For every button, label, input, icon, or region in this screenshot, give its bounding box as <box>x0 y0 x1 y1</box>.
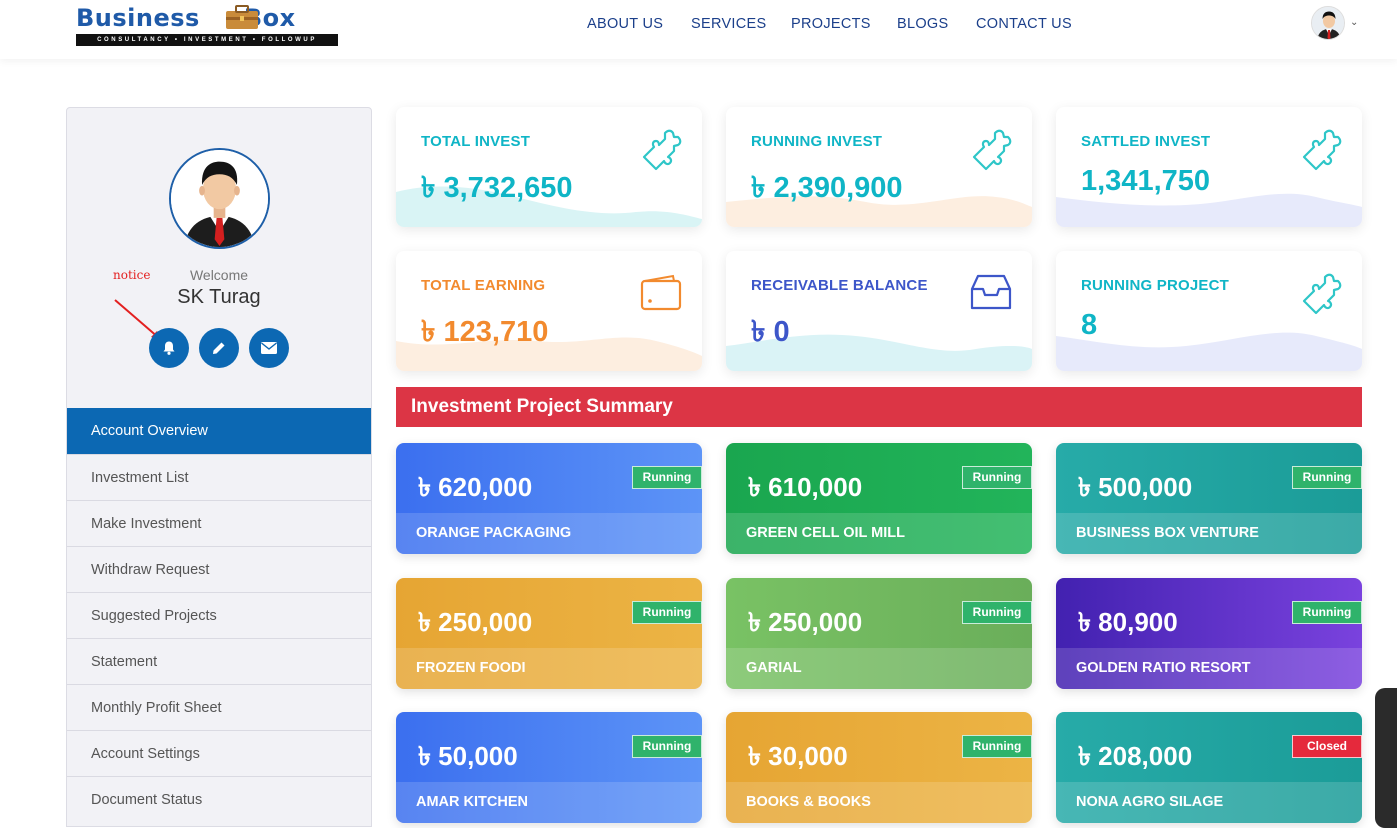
puzzle-icon <box>1302 273 1342 315</box>
stat-card-sattled-invest: SATTLED INVEST 1,341,750 <box>1056 107 1362 227</box>
notice-annotation: notice <box>113 268 151 282</box>
brand-logo[interactable]: Business Box CONSULTANCY • INVESTMENT • F… <box>76 4 338 46</box>
sidebar: notice Welcome SK Turag Account Overvi <box>66 107 372 827</box>
stat-value: ৳ 123,710 <box>421 316 549 348</box>
sidebar-item-document-status[interactable]: Document Status <box>67 776 371 822</box>
pencil-icon <box>213 341 226 354</box>
project-card-green-cell-oil-mill[interactable]: ৳ 610,000 Running GREEN CELL OIL MILL <box>726 443 1032 554</box>
stat-label: RUNNING INVEST <box>751 133 883 150</box>
stat-label: SATTLED INVEST <box>1081 133 1211 150</box>
status-badge: Running <box>1292 601 1362 624</box>
stat-label: TOTAL INVEST <box>421 133 531 150</box>
project-card-business-box-venture[interactable]: ৳ 500,000 Running BUSINESS BOX VENTURE <box>1056 443 1362 554</box>
project-amount: ৳ 50,000 <box>418 741 518 771</box>
project-card-amar-kitchen[interactable]: ৳ 50,000 Running AMAR KITCHEN <box>396 712 702 823</box>
nav-blogs[interactable]: BLOGS <box>897 16 949 32</box>
project-name: GREEN CELL OIL MILL <box>726 513 1032 554</box>
status-badge: Running <box>962 466 1032 489</box>
wallet-icon <box>640 274 682 311</box>
stat-label: RECEIVABLE BALANCE <box>751 277 928 294</box>
stat-value: ৳ 2,390,900 <box>751 172 903 204</box>
nav-services[interactable]: SERVICES <box>691 16 767 32</box>
project-name: NONA AGRO SILAGE <box>1056 782 1362 823</box>
avatar-icon <box>1312 7 1344 39</box>
user-portrait-icon <box>171 150 268 247</box>
profile-actions <box>149 328 291 368</box>
nav-contact-us[interactable]: CONTACT US <box>976 16 1072 32</box>
project-amount: ৳ 500,000 <box>1078 472 1193 502</box>
chevron-down-icon[interactable]: ⌄ <box>1350 17 1359 28</box>
nav-about-us[interactable]: ABOUT US <box>587 16 664 32</box>
status-badge: Running <box>632 601 702 624</box>
sidebar-item-monthly-profit-sheet[interactable]: Monthly Profit Sheet <box>67 684 371 730</box>
sidebar-item-account-overview[interactable]: Account Overview <box>67 408 371 454</box>
status-badge: Closed <box>1292 735 1362 758</box>
sidebar-item-investment-list[interactable]: Investment List <box>67 454 371 500</box>
status-badge: Running <box>632 735 702 758</box>
sidebar-item-make-investment[interactable]: Make Investment <box>67 500 371 546</box>
stat-value: ৳ 0 <box>751 316 790 348</box>
sidebar-item-withdraw-request[interactable]: Withdraw Request <box>67 546 371 592</box>
puzzle-icon <box>642 129 682 171</box>
sidebar-menu: Account Overview Investment List Make In… <box>67 408 371 822</box>
floating-widget[interactable] <box>1375 688 1397 828</box>
top-header: Business Box CONSULTANCY • INVESTMENT • F… <box>0 0 1397 59</box>
brand-tagline: CONSULTANCY • INVESTMENT • FOLLOWUP <box>76 34 338 46</box>
stat-value: 8 <box>1081 309 1098 341</box>
project-name: GOLDEN RATIO RESORT <box>1056 648 1362 689</box>
puzzle-icon <box>972 129 1012 171</box>
project-card-orange-packaging[interactable]: ৳ 620,000 Running ORANGE PACKAGING <box>396 443 702 554</box>
sidebar-item-suggested-projects[interactable]: Suggested Projects <box>67 592 371 638</box>
project-card-books-and-books[interactable]: ৳ 30,000 Running BOOKS & BOOKS <box>726 712 1032 823</box>
message-button[interactable] <box>249 328 289 368</box>
project-amount: ৳ 610,000 <box>748 472 863 502</box>
project-name: FROZEN FOODI <box>396 648 702 689</box>
brand-name-left: Business <box>76 4 200 32</box>
project-amount: ৳ 620,000 <box>418 472 533 502</box>
envelope-icon <box>261 342 277 354</box>
stat-card-receivable-balance: RECEIVABLE BALANCE ৳ 0 <box>726 251 1032 371</box>
inbox-icon <box>970 274 1012 310</box>
notification-button[interactable] <box>149 328 189 368</box>
stat-card-running-invest: RUNNING INVEST ৳ 2,390,900 <box>726 107 1032 227</box>
sidebar-item-account-settings[interactable]: Account Settings <box>67 730 371 776</box>
project-name: GARIAL <box>726 648 1032 689</box>
project-name: ORANGE PACKAGING <box>396 513 702 554</box>
bell-icon <box>163 341 175 355</box>
project-card-golden-ratio-resort[interactable]: ৳ 80,900 Running GOLDEN RATIO RESORT <box>1056 578 1362 689</box>
briefcase-icon <box>226 5 258 29</box>
stat-card-total-invest: TOTAL INVEST ৳ 3,732,650 <box>396 107 702 227</box>
stat-card-running-project: RUNNING PROJECT 8 <box>1056 251 1362 371</box>
nav-projects[interactable]: PROJECTS <box>791 16 871 32</box>
project-name: AMAR KITCHEN <box>396 782 702 823</box>
project-name: BOOKS & BOOKS <box>726 782 1032 823</box>
welcome-text: Welcome <box>189 267 249 283</box>
brand-name: Business Box <box>76 4 296 32</box>
puzzle-icon <box>1302 129 1342 171</box>
project-amount: ৳ 208,000 <box>1078 741 1193 771</box>
status-badge: Running <box>962 601 1032 624</box>
project-amount: ৳ 30,000 <box>748 741 848 771</box>
stat-label: RUNNING PROJECT <box>1081 277 1230 294</box>
stat-card-total-earning: TOTAL EARNING ৳ 123,710 <box>396 251 702 371</box>
stat-value: ৳ 3,732,650 <box>421 172 573 204</box>
stat-value: 1,341,750 <box>1081 165 1211 197</box>
project-card-garial[interactable]: ৳ 250,000 Running GARIAL <box>726 578 1032 689</box>
status-badge: Running <box>962 735 1032 758</box>
project-card-nona-agro-silage[interactable]: ৳ 208,000 Closed NONA AGRO SILAGE <box>1056 712 1362 823</box>
user-name: SK Turag <box>177 286 261 308</box>
edit-profile-button[interactable] <box>199 328 239 368</box>
project-amount: ৳ 250,000 <box>748 607 863 637</box>
profile-avatar <box>169 148 270 249</box>
stat-label: TOTAL EARNING <box>421 277 546 294</box>
status-badge: Running <box>1292 466 1362 489</box>
project-amount: ৳ 80,900 <box>1078 607 1178 637</box>
investment-summary-heading: Investment Project Summary <box>396 387 1362 427</box>
sidebar-item-statement[interactable]: Statement <box>67 638 371 684</box>
project-amount: ৳ 250,000 <box>418 607 533 637</box>
status-badge: Running <box>632 466 702 489</box>
user-avatar[interactable] <box>1311 6 1345 40</box>
project-name: BUSINESS BOX VENTURE <box>1056 513 1362 554</box>
project-card-frozen-foodi[interactable]: ৳ 250,000 Running FROZEN FOODI <box>396 578 702 689</box>
